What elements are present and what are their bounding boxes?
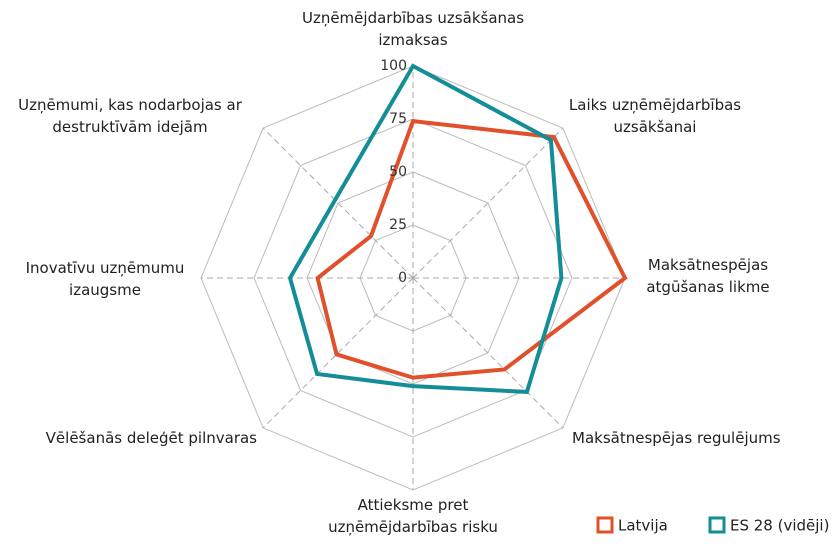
grid-ring — [253, 118, 573, 438]
category-line: izmaksas — [378, 31, 448, 49]
series-line — [315, 118, 628, 380]
category-line: destruktīvām idejām — [52, 118, 207, 136]
category-label: Inovatīvu uzņēmumu izaugsme — [26, 259, 185, 299]
spoke — [412, 127, 564, 279]
category-label: Laiks uzņēmējdarbības uzsākšanai — [569, 96, 741, 136]
category-line: Attieksme pret — [358, 496, 469, 514]
category-line: uzņēmējdarbības risku — [328, 518, 498, 536]
category-line: atgūšanas likme — [646, 278, 769, 296]
tick-label: 0 — [398, 270, 407, 286]
tick-label: 25 — [389, 217, 407, 233]
tick-label: 75 — [389, 111, 407, 127]
category-line: Maksātnespējas — [648, 256, 768, 274]
category-line: Maksātnespējas regulējums — [572, 429, 781, 447]
category-label: Uzņēmējdarbības uzsākšanas izmaksas — [302, 9, 524, 49]
category-label: Attieksme pret uzņēmējdarbības risku — [328, 496, 498, 536]
tick-label: 50 — [389, 164, 407, 180]
category-line: Laiks uzņēmējdarbības — [569, 96, 741, 114]
legend-swatch — [596, 516, 614, 534]
category-line: Uzņēmējdarbības uzsākšanas — [302, 9, 524, 27]
category-line: Uzņēmumi, kas nodarbojas ar — [18, 96, 243, 114]
legend-label: Latvija — [618, 517, 668, 535]
category-label: Maksātnespējas atgūšanas likme — [646, 256, 769, 296]
legend-swatch — [708, 516, 726, 534]
legend-label: ES 28 (vidēji) — [730, 517, 829, 535]
category-line: uzsākšanai — [614, 118, 697, 136]
category-label: Maksātnespējas regulējums — [572, 429, 781, 447]
category-line: izaugsme — [69, 281, 141, 299]
series-line — [287, 63, 564, 395]
spoke — [412, 277, 564, 429]
tick-label: 100 — [380, 58, 407, 74]
spoke — [262, 127, 414, 279]
category-label: Uzņēmumi, kas nodarbojas ar destruktīvām … — [18, 96, 243, 136]
category-label: Vēlēšanās deleģēt pilnvaras — [46, 429, 258, 447]
category-line: Inovatīvu uzņēmumu — [26, 259, 185, 277]
category-line: Vēlēšanās deleģēt pilnvaras — [46, 429, 258, 447]
